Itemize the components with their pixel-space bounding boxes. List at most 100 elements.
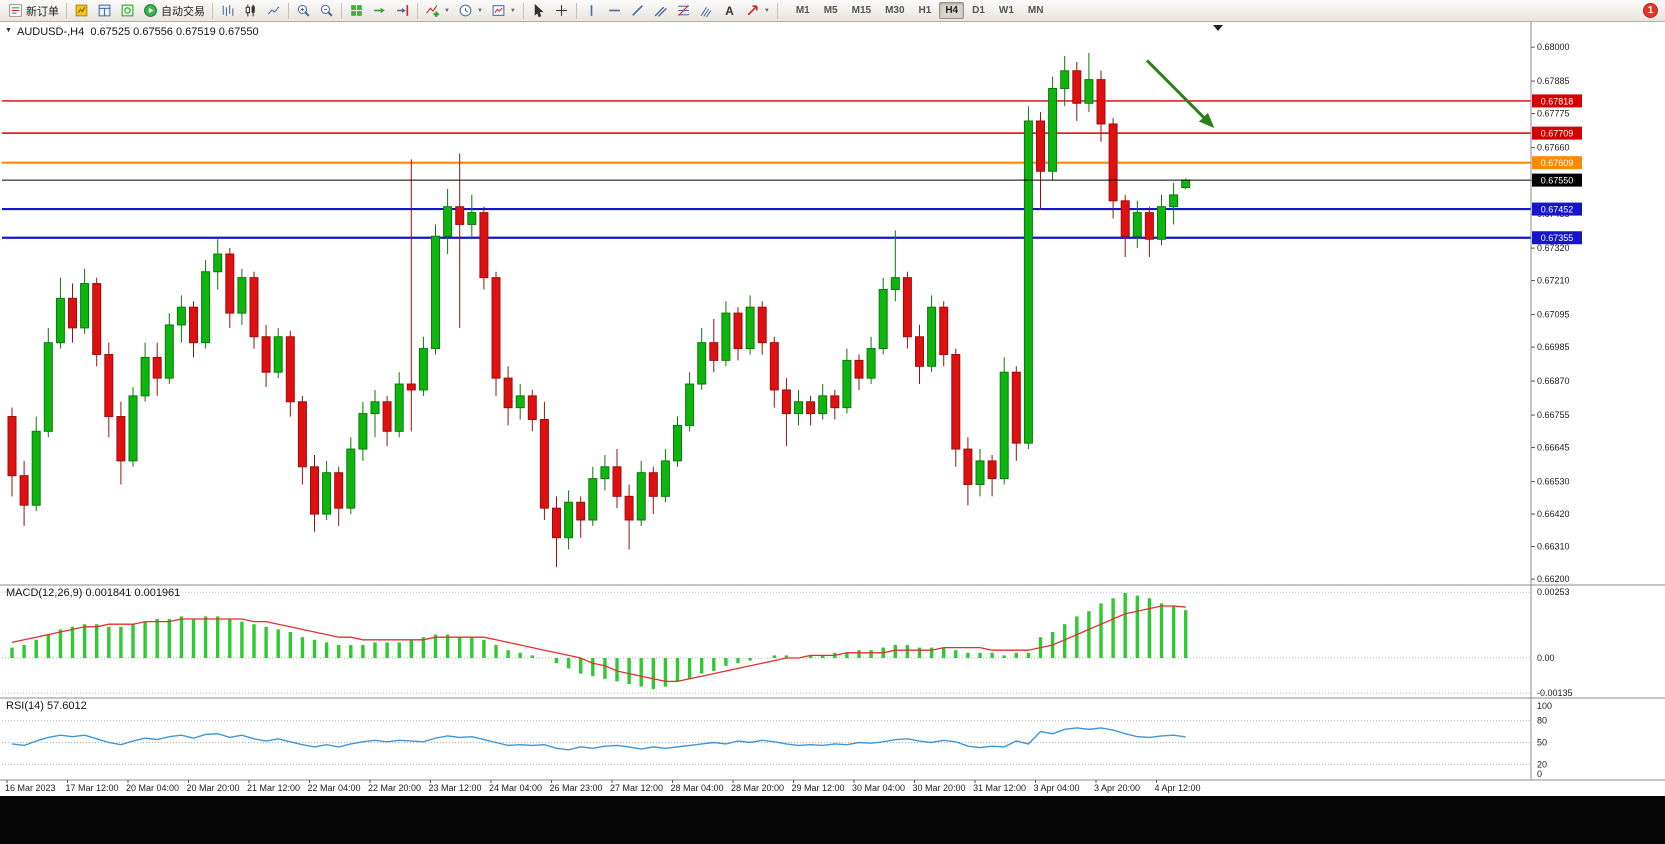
toolbar-separator <box>417 2 418 19</box>
candle-body <box>225 253 235 314</box>
timeframe-m1-button[interactable]: M1 <box>795 5 810 16</box>
candle-body <box>685 383 695 426</box>
time-axis-label: 26 Mar 23:00 <box>550 783 603 793</box>
timeframe-h1-button[interactable]: H1 <box>918 5 932 16</box>
candle-body <box>576 501 586 521</box>
timeframe-m30-button[interactable]: M30 <box>885 5 905 16</box>
candle-body <box>1108 123 1118 202</box>
zoom-in-button[interactable] <box>292 0 315 21</box>
candle-body <box>902 277 912 338</box>
crosshair-button[interactable] <box>550 0 573 21</box>
price-axis-label: 0.66870 <box>1537 376 1570 386</box>
periods-button[interactable]: ▼ <box>454 0 487 21</box>
templates-button[interactable]: ▼ <box>487 0 520 21</box>
candle-body <box>1181 179 1191 189</box>
candle-body <box>721 312 731 361</box>
rsi-axis-label: 20 <box>1537 759 1547 769</box>
time-axis-label: 3 Apr 20:00 <box>1094 783 1140 793</box>
auto-trading-button[interactable]: 自动交易 <box>139 0 209 21</box>
candle-body <box>491 277 501 379</box>
price-axis-label: 0.67210 <box>1537 276 1570 286</box>
indicators-icon <box>426 5 439 17</box>
trendline-button[interactable] <box>626 0 649 21</box>
candlestick-chart-button[interactable] <box>239 0 262 21</box>
horizontal-line-button[interactable] <box>603 0 626 21</box>
candle-body <box>310 466 319 515</box>
candle-body <box>189 306 198 344</box>
time-axis-label: 17 Mar 12:00 <box>66 783 119 793</box>
timeframe-d1-button[interactable]: D1 <box>972 5 985 16</box>
candle-body <box>394 383 404 432</box>
new-order-icon <box>9 4 22 17</box>
toolbar-separator <box>288 2 289 19</box>
time-axis-label: 3 Apr 04:00 <box>1034 783 1080 793</box>
timeframe-mn-button[interactable]: MN <box>1027 5 1044 16</box>
candle-body <box>334 472 344 509</box>
time-axis-label: 22 Mar 04:00 <box>308 783 361 793</box>
candle-body <box>503 377 513 409</box>
candle-body <box>709 342 719 361</box>
text-button[interactable]: A <box>718 0 741 21</box>
candle-body <box>794 401 803 415</box>
candle-body <box>467 212 477 225</box>
data-window-button[interactable] <box>93 0 116 21</box>
cursor-button[interactable] <box>527 0 550 21</box>
candle-body <box>951 353 961 450</box>
price-tag-label: 0.67709 <box>1541 129 1574 139</box>
arrows-button[interactable]: ▼ <box>741 0 774 21</box>
auto-trading-icon <box>144 4 157 17</box>
trend-arrow-object[interactable] <box>1145 59 1215 129</box>
candle-body <box>636 472 646 521</box>
indicators-button[interactable]: ▼ <box>421 0 454 21</box>
candle-body <box>600 466 610 480</box>
data-window-icon <box>98 4 111 17</box>
candle-body <box>358 413 368 450</box>
toolbar-separator <box>66 2 67 19</box>
candle-body <box>648 472 658 497</box>
timeframe-m15-button[interactable]: M15 <box>851 5 872 16</box>
line-chart-button[interactable] <box>262 0 285 21</box>
candle-body <box>128 395 138 462</box>
candle-body <box>116 416 126 462</box>
fibonacci-button[interactable] <box>672 0 695 21</box>
timeframe-m5-button[interactable]: M5 <box>823 5 838 16</box>
price-axis-label: 0.66200 <box>1537 574 1570 584</box>
candle-body <box>769 342 779 391</box>
timeframe-w1-button[interactable]: W1 <box>998 5 1014 16</box>
price-axis-label: 0.67775 <box>1537 109 1570 119</box>
timeframe-h4-button[interactable]: H4 <box>939 2 965 19</box>
candle-body <box>1060 70 1070 89</box>
candle-body <box>1132 212 1142 237</box>
candle-body <box>297 401 307 468</box>
new-order-button[interactable]: 新订单 <box>4 0 63 21</box>
macd-axis-label: -0.00135 <box>1537 688 1573 698</box>
rsi-axis-label: 0 <box>1537 769 1542 779</box>
templates-icon <box>492 5 505 16</box>
zoom-out-button[interactable] <box>315 0 338 21</box>
candle-body <box>975 460 985 486</box>
price-tag <box>1532 202 1582 216</box>
notification-badge[interactable]: 1 <box>1643 3 1658 18</box>
toolbar-separator <box>575 2 577 19</box>
tile-windows-button[interactable] <box>345 0 368 21</box>
navigator-button[interactable] <box>116 0 139 21</box>
rsi-axis-label: 50 <box>1537 738 1547 748</box>
vertical-line-button[interactable] <box>580 0 603 21</box>
chart-shift-button[interactable] <box>391 0 414 21</box>
timeframe-toolbar: M1 M5 M15 M30 H1 H4 D1 W1 MN <box>789 2 1051 19</box>
price-axis-label: 0.66310 <box>1537 542 1570 552</box>
time-axis-label: 30 Mar 20:00 <box>913 783 966 793</box>
candle-body <box>806 401 816 415</box>
auto-scroll-button[interactable] <box>368 0 391 21</box>
candle-body <box>854 359 864 379</box>
channel-button[interactable] <box>649 0 672 21</box>
andrews-pitchfork-button[interactable] <box>695 0 718 21</box>
bar-chart-button[interactable] <box>216 0 239 21</box>
price-tag-label: 0.67550 <box>1541 176 1574 186</box>
chart-title: AUDUSD-,H4 0.67525 0.67556 0.67519 0.675… <box>17 26 259 38</box>
market-watch-button[interactable] <box>70 0 93 21</box>
one-click-trading-toggle[interactable]: ▼ <box>5 27 12 34</box>
candle-body <box>588 478 598 521</box>
